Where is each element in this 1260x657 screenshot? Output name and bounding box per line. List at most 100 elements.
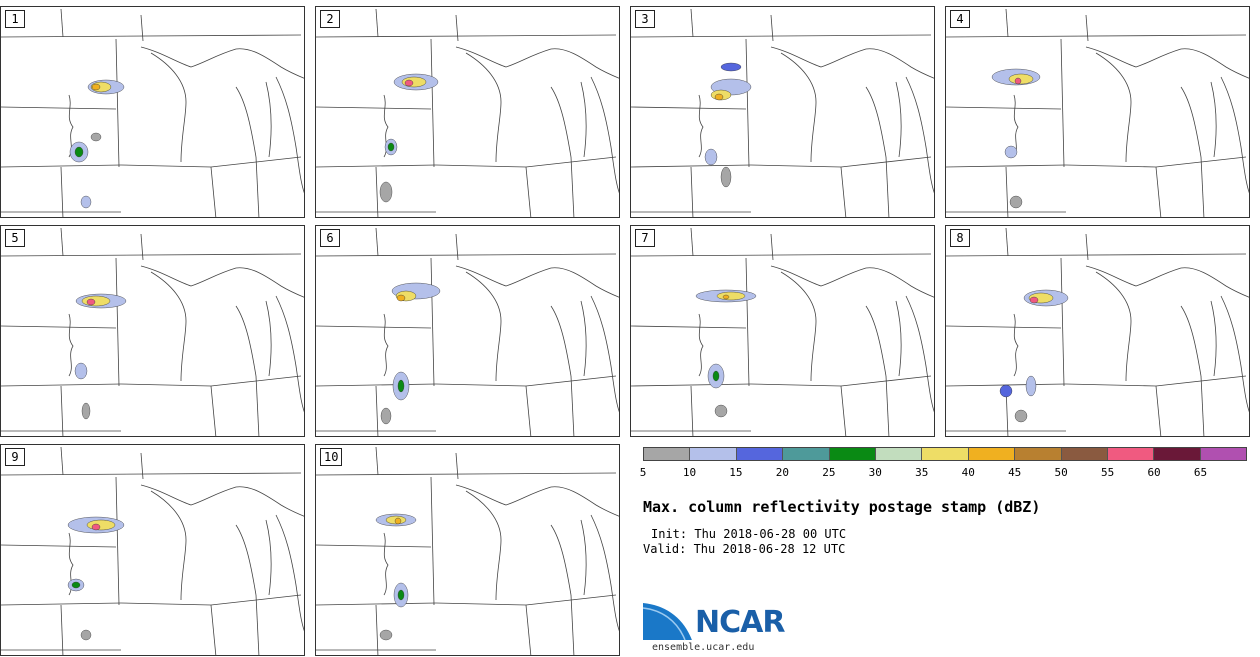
colorbar-swatch xyxy=(874,448,922,460)
colorbar-tick-label: 50 xyxy=(1054,466,1068,479)
boundary-line xyxy=(115,476,120,606)
boundary-line xyxy=(690,166,694,217)
boundary-line xyxy=(316,253,617,257)
boundary-line xyxy=(255,594,260,655)
colorbar-swatch xyxy=(735,448,783,460)
boundary-line xyxy=(770,233,774,261)
colorbar-swatch xyxy=(1106,448,1154,460)
colorbar-tick-label: 30 xyxy=(868,466,882,479)
member-panel-1: 1 xyxy=(0,6,305,218)
boundary-line xyxy=(1180,300,1217,377)
boundary-line xyxy=(1095,271,1132,382)
boundary-line xyxy=(255,156,260,217)
reflectivity-cell xyxy=(86,298,96,306)
boundary-line xyxy=(1155,166,1162,217)
boundary-line xyxy=(690,385,694,436)
boundary-line xyxy=(140,14,144,42)
member-number: 5 xyxy=(5,229,25,247)
boundary-line xyxy=(316,544,432,548)
boundary-line xyxy=(316,106,432,110)
boundary-line xyxy=(525,166,532,217)
boundary-line xyxy=(1220,295,1249,413)
reflectivity-cell xyxy=(379,629,393,641)
boundary-line xyxy=(698,94,704,158)
colorbar-swatch xyxy=(644,448,690,460)
boundary-line xyxy=(780,271,817,382)
colorbar-tick-label: 10 xyxy=(682,466,697,479)
boundary-line xyxy=(840,166,847,217)
colorbar-tick-label: 40 xyxy=(961,466,975,479)
colorbar-tick-labels: 5 10 15 20 25 30 35 40 45 50 55 60 65 xyxy=(640,466,1247,480)
reflectivity-cell xyxy=(1029,296,1039,304)
boundary-line xyxy=(210,166,217,217)
boundary-line xyxy=(316,383,437,387)
boundary-line xyxy=(590,295,619,413)
boundary-line xyxy=(1005,166,1009,217)
boundary-line xyxy=(1,472,302,476)
member-panel-9: 9 xyxy=(0,444,305,656)
boundary-line xyxy=(1085,14,1089,42)
boundary-line xyxy=(375,446,379,476)
member-panel-10: 10 xyxy=(315,444,620,656)
boundary-line xyxy=(698,313,704,377)
reflectivity-cell xyxy=(86,519,116,531)
member-number: 8 xyxy=(950,229,970,247)
boundary-line xyxy=(1013,313,1019,377)
boundary-line xyxy=(770,265,934,298)
colorbar-tick-label: 20 xyxy=(775,466,789,479)
reflectivity-cell xyxy=(81,402,91,420)
colorbar-tick-label: 35 xyxy=(915,466,929,479)
boundary-line xyxy=(745,257,750,387)
colorbar-swatch xyxy=(921,448,968,460)
reflectivity-cell xyxy=(720,166,732,188)
boundary-line xyxy=(750,375,932,387)
basemap xyxy=(1,446,304,655)
boundary-line xyxy=(631,325,747,329)
basemap xyxy=(1,227,304,436)
boundary-line xyxy=(690,8,694,38)
reflectivity-cell xyxy=(90,132,102,142)
ncar-logo-icon xyxy=(643,601,694,641)
member-number: 1 xyxy=(5,10,25,28)
boundary-line xyxy=(435,594,617,606)
colorbar-swatch xyxy=(1153,448,1200,460)
basemap xyxy=(946,227,1249,436)
boundary-line xyxy=(455,452,459,480)
member-number: 4 xyxy=(950,10,970,28)
boundary-line xyxy=(865,300,902,377)
init-time: Init: Thu 2018-06-28 00 UTC xyxy=(651,527,847,541)
boundary-line xyxy=(1180,81,1217,158)
boundary-line xyxy=(946,106,1062,110)
boundary-line xyxy=(885,156,890,217)
reflectivity-cell xyxy=(80,629,92,641)
boundary-line xyxy=(455,233,459,261)
boundary-line xyxy=(455,14,459,42)
reflectivity-cell xyxy=(74,146,84,158)
reflectivity-cell xyxy=(712,370,720,382)
boundary-line xyxy=(235,519,272,596)
member-number: 3 xyxy=(635,10,655,28)
colorbar-tick-label: 55 xyxy=(1100,466,1115,479)
boundary-line xyxy=(590,514,619,632)
boundary-line xyxy=(210,604,217,655)
reflectivity-cell xyxy=(81,295,111,307)
boundary-line xyxy=(570,594,575,655)
reflectivity-cell xyxy=(80,195,92,209)
boundary-line xyxy=(60,166,64,217)
boundary-line xyxy=(140,233,144,261)
reflectivity-cell xyxy=(1014,77,1022,85)
boundary-line xyxy=(550,519,587,596)
boundary-line xyxy=(1013,94,1019,158)
boundary-line xyxy=(840,385,847,436)
figure-title: Max. column reflectivity postage stamp (… xyxy=(643,498,1041,516)
reflectivity-cell xyxy=(74,362,88,380)
boundary-line xyxy=(631,34,932,38)
boundary-line xyxy=(946,325,1062,329)
boundary-line xyxy=(150,490,187,601)
boundary-line xyxy=(383,313,389,377)
boundary-line xyxy=(570,375,575,436)
boundary-line xyxy=(375,385,379,436)
reflectivity-cell xyxy=(1008,73,1034,85)
reflectivity-cell xyxy=(722,294,730,300)
boundary-line xyxy=(275,295,304,413)
